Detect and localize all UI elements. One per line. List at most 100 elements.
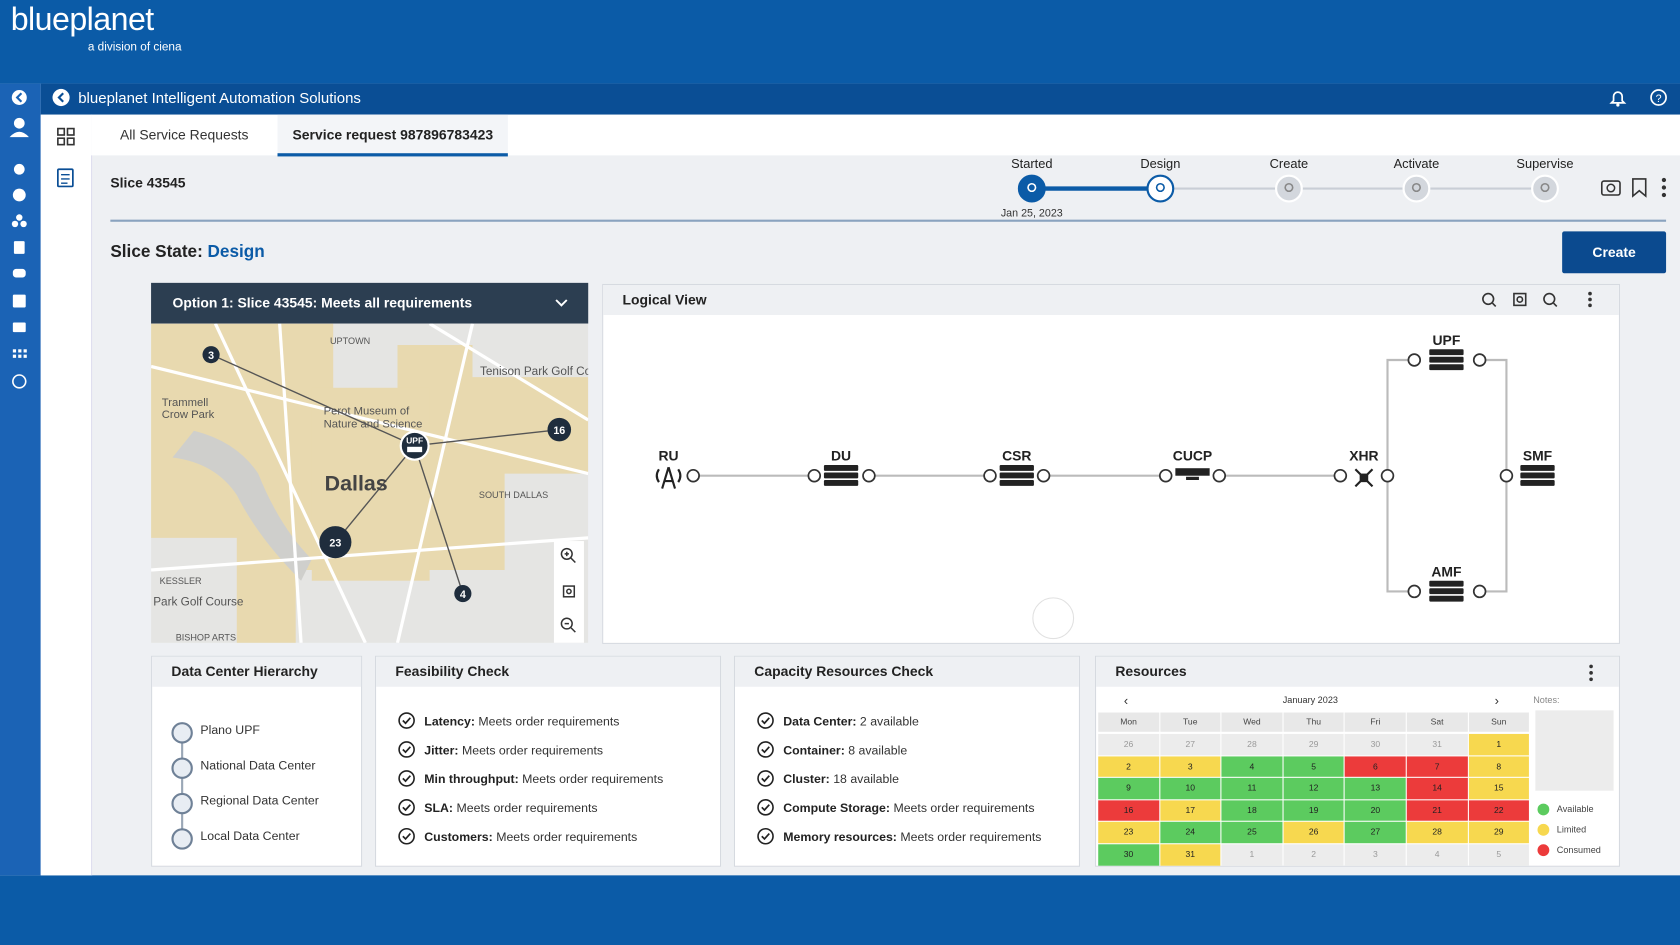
calendar-day[interactable]: 20 bbox=[1345, 800, 1406, 822]
step-label: Started bbox=[1011, 156, 1052, 171]
check-icon bbox=[398, 712, 415, 729]
calendar-day[interactable]: 3 bbox=[1345, 844, 1406, 866]
calendar-day[interactable]: 2 bbox=[1283, 844, 1344, 866]
calendar-day[interactable]: 30 bbox=[1098, 844, 1159, 866]
node-label: SMF bbox=[1523, 448, 1552, 464]
calendar-day[interactable]: 26 bbox=[1283, 822, 1344, 844]
app-bar-icons[interactable]: ? bbox=[1607, 88, 1671, 109]
check-label: Cluster: bbox=[783, 773, 830, 787]
calendar-day[interactable]: 1 bbox=[1468, 733, 1530, 755]
app-bar bbox=[40, 83, 1680, 115]
map-hub[interactable]: UPF bbox=[406, 436, 423, 446]
connections bbox=[210, 354, 560, 594]
calendar-day[interactable]: 24 bbox=[1159, 822, 1221, 844]
resources-menu[interactable] bbox=[1585, 663, 1598, 682]
calendar-day[interactable]: 4 bbox=[1221, 755, 1283, 777]
port bbox=[1407, 353, 1422, 367]
calendar-day[interactable]: 5 bbox=[1283, 755, 1344, 777]
calendar-day[interactable]: 12 bbox=[1283, 778, 1344, 800]
tab-active[interactable] bbox=[277, 114, 508, 157]
step-icon bbox=[1411, 182, 1421, 193]
secondary-icons[interactable] bbox=[41, 115, 91, 201]
calendar-day[interactable]: 25 bbox=[1221, 822, 1283, 844]
map-zoom-controls[interactable] bbox=[553, 541, 584, 643]
logical-view-tools[interactable] bbox=[1476, 289, 1605, 310]
node-label: CUCP bbox=[1173, 448, 1212, 464]
calendar-day[interactable]: 9 bbox=[1098, 778, 1159, 800]
calendar-day[interactable]: 18 bbox=[1221, 800, 1283, 822]
calendar-day[interactable]: 5 bbox=[1468, 844, 1530, 866]
tab[interactable]: All Service Requests bbox=[120, 126, 249, 143]
check-tick bbox=[761, 746, 770, 754]
check-icon bbox=[398, 770, 415, 787]
check-ring bbox=[757, 770, 774, 787]
hierarchy-card: Data Center Hierarchy Plano UPF National D… bbox=[151, 655, 363, 867]
hierarchy-item: Plano UPF bbox=[200, 724, 260, 738]
calendar-day[interactable]: 29 bbox=[1468, 822, 1530, 844]
calendar-day[interactable]: 15 bbox=[1468, 778, 1530, 800]
prev-month[interactable]: ‹ bbox=[1123, 693, 1129, 709]
chevron[interactable] bbox=[554, 297, 569, 310]
check-label: Min throughput: bbox=[424, 773, 519, 787]
check-text: Meets order requirements bbox=[522, 773, 664, 787]
map-label: Nature and Science bbox=[324, 419, 423, 431]
calendar-day[interactable]: 6 bbox=[1345, 755, 1406, 777]
create-button[interactable]: Create bbox=[1562, 231, 1667, 274]
calendar-day[interactable]: 3 bbox=[1159, 755, 1221, 777]
calendar-day[interactable]: 26 bbox=[1098, 733, 1159, 755]
calendar-day[interactable]: 1 bbox=[1221, 844, 1283, 866]
hierarchy-line bbox=[181, 731, 184, 837]
calendar-day[interactable]: 28 bbox=[1406, 822, 1468, 844]
check-label: Data Center: bbox=[783, 715, 857, 729]
calendar-day[interactable]: 21 bbox=[1406, 800, 1468, 822]
app-back[interactable] bbox=[51, 88, 72, 109]
calendar-day[interactable]: 19 bbox=[1283, 800, 1344, 822]
calendar-day[interactable]: 13 bbox=[1345, 778, 1406, 800]
check-item: Memory resources: Meets order requiremen… bbox=[756, 827, 1041, 845]
calendar-day[interactable]: 29 bbox=[1283, 733, 1344, 755]
map-marker[interactable]: 16 bbox=[553, 425, 565, 437]
header-actions[interactable] bbox=[1599, 175, 1674, 201]
check-tick bbox=[402, 746, 411, 754]
calendar-day[interactable]: 4 bbox=[1406, 844, 1468, 866]
map-marker[interactable]: 4 bbox=[460, 589, 466, 601]
node-icon bbox=[1186, 476, 1199, 481]
map-label: Tenison Park Golf Co bbox=[480, 365, 588, 378]
calendar-day[interactable]: 23 bbox=[1098, 822, 1159, 844]
calendar-day[interactable]: 17 bbox=[1159, 800, 1221, 822]
nav-icons[interactable] bbox=[11, 163, 27, 389]
step-icon bbox=[1155, 182, 1165, 193]
check-ring bbox=[398, 770, 415, 787]
back-icon[interactable] bbox=[11, 90, 27, 106]
left-sidebar bbox=[0, 83, 41, 876]
node-icon bbox=[823, 465, 859, 471]
capacity-card: Capacity Resources Check Data Center: 2 a… bbox=[733, 655, 1081, 867]
calendar-day[interactable]: 16 bbox=[1098, 800, 1159, 822]
calendar-day[interactable]: 8 bbox=[1468, 755, 1530, 777]
calendar-day[interactable]: 31 bbox=[1406, 733, 1468, 755]
calendar-day[interactable]: 14 bbox=[1406, 778, 1468, 800]
calendar-day[interactable]: 31 bbox=[1159, 844, 1221, 866]
calendar-day[interactable]: 27 bbox=[1159, 733, 1221, 755]
calendar-day[interactable]: 27 bbox=[1345, 822, 1406, 844]
user-icon[interactable] bbox=[13, 117, 25, 129]
option-label[interactable]: Option 1: Slice 43545: Meets all require… bbox=[172, 294, 473, 311]
calendar-day[interactable]: 30 bbox=[1345, 733, 1406, 755]
tab-active-label[interactable]: Service request 987896783423 bbox=[292, 126, 494, 143]
calendar-day[interactable]: 11 bbox=[1221, 778, 1283, 800]
map-marker[interactable]: 3 bbox=[208, 350, 214, 362]
check-label: Customers: bbox=[424, 831, 493, 845]
calendar-day[interactable]: 2 bbox=[1098, 755, 1159, 777]
calendar-day[interactable]: 7 bbox=[1406, 755, 1468, 777]
map[interactable]: UPTOWN Tenison Park Golf Co Trammell Cro… bbox=[151, 323, 589, 643]
node-icon bbox=[1429, 364, 1464, 371]
calendar-day[interactable]: 28 bbox=[1221, 733, 1283, 755]
node-icon bbox=[1520, 472, 1555, 479]
hierarchy-item: National Data Center bbox=[200, 759, 316, 773]
option-dropdown[interactable] bbox=[151, 282, 589, 324]
calendar-day[interactable]: 10 bbox=[1159, 778, 1221, 800]
step-icon bbox=[1540, 182, 1550, 193]
map-marker[interactable]: 23 bbox=[329, 537, 341, 549]
map-label: UPTOWN bbox=[330, 336, 370, 346]
calendar-day[interactable]: 22 bbox=[1468, 800, 1530, 822]
